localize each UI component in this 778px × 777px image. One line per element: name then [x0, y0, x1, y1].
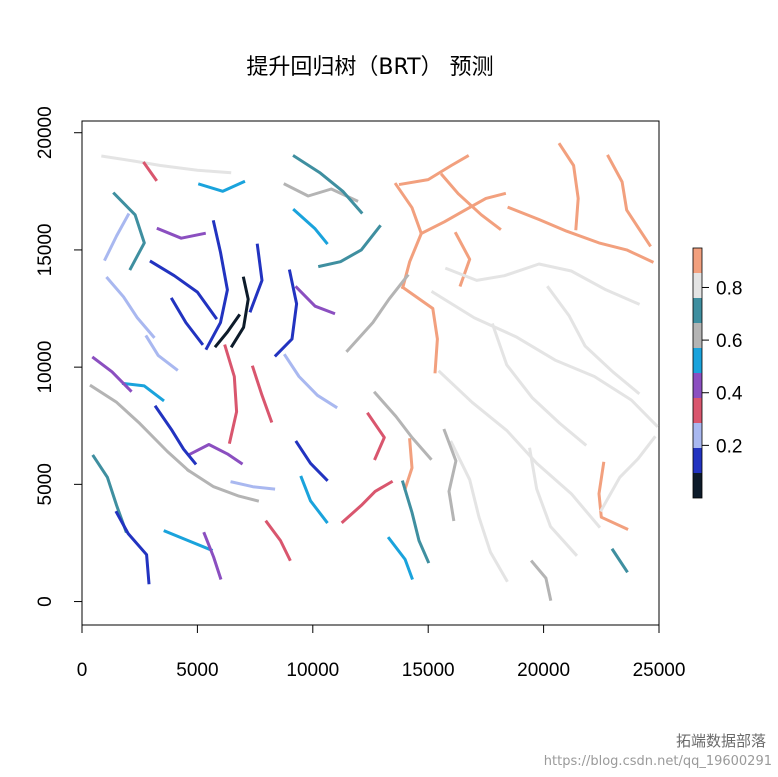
- x-tick-label: 20000: [517, 660, 570, 681]
- stream-segment: [490, 322, 588, 447]
- legend-tick-label: 0.2: [716, 436, 742, 457]
- stream-segment: [439, 172, 502, 231]
- legend-swatch: [693, 298, 702, 323]
- stream-segment: [557, 142, 580, 231]
- stream-segment: [188, 443, 244, 466]
- stream-segment: [114, 510, 151, 585]
- stream-segment: [386, 536, 414, 581]
- y-tick-label: 10000: [35, 341, 56, 394]
- stream-segment: [366, 411, 386, 461]
- stream-segment: [213, 313, 241, 349]
- stream-segment: [442, 428, 458, 522]
- y-axis: 0 5000 10000 15000 20000: [35, 106, 83, 607]
- stream-segment: [105, 275, 156, 339]
- x-tick-label: 10000: [286, 660, 339, 681]
- color-legend: 0.2 0.4 0.6 0.8: [692, 247, 743, 499]
- stream-segment: [345, 273, 410, 353]
- stream-segment: [294, 285, 336, 316]
- stream-segment: [444, 262, 641, 306]
- stream-segment: [273, 269, 299, 358]
- stream-segment: [529, 559, 553, 601]
- stream-segment: [250, 365, 274, 424]
- stream-segment: [156, 226, 207, 240]
- stream-segment: [372, 390, 433, 461]
- stream-segment: [144, 334, 179, 372]
- watermark-url: https://blog.csdn.net/qq_19600291: [543, 754, 772, 769]
- chart-title: 提升回归树（BRT） 预测: [246, 55, 493, 80]
- stream-segment: [400, 285, 439, 374]
- stream-segment: [299, 475, 329, 525]
- stream-segment: [204, 220, 229, 351]
- stream-segment: [91, 355, 133, 393]
- stream-segment: [283, 182, 359, 203]
- stream-segment: [437, 369, 602, 529]
- y-tick-label: 15000: [35, 224, 56, 277]
- stream-segment: [202, 531, 223, 580]
- stream-segment: [101, 154, 232, 175]
- stream-segment: [430, 290, 659, 428]
- legend-swatch: [693, 423, 702, 448]
- stream-network: [89, 142, 659, 601]
- stream-segment: [169, 297, 205, 346]
- stream-segment: [340, 479, 394, 525]
- stream-segment: [142, 161, 158, 182]
- stream-segment: [400, 480, 431, 564]
- legend-swatch: [693, 448, 702, 473]
- stream-segment: [507, 205, 655, 264]
- y-tick-label: 0: [35, 596, 56, 607]
- stream-segment: [599, 435, 657, 513]
- stream-segment: [264, 519, 292, 562]
- stream-segment: [419, 191, 507, 236]
- stream-segment: [230, 480, 276, 491]
- legend-swatch: [693, 348, 702, 373]
- legend-tick-label: 0.8: [716, 278, 742, 299]
- y-tick-label: 5000: [35, 463, 56, 505]
- stream-segment: [283, 353, 338, 410]
- stream-segment: [292, 154, 364, 215]
- legend-swatch: [693, 323, 702, 348]
- stream-segment: [597, 461, 629, 531]
- x-tick-label: 0: [77, 660, 88, 681]
- watermark-logo: 拓端数据部落: [675, 732, 766, 750]
- stream-segment: [121, 381, 165, 403]
- stream-segment: [294, 440, 329, 482]
- y-tick-label: 20000: [35, 106, 56, 159]
- stream-segment: [292, 207, 329, 246]
- x-tick-label: 5000: [176, 660, 218, 681]
- legend-swatch: [693, 248, 702, 273]
- stream-segment: [398, 154, 470, 187]
- stream-segment: [223, 344, 239, 444]
- stream-segment: [103, 212, 131, 262]
- legend-frame: [692, 247, 703, 499]
- stream-segment: [528, 447, 579, 557]
- x-tick-label: 15000: [402, 660, 455, 681]
- stream-segment: [112, 191, 146, 271]
- legend-swatch: [693, 398, 702, 423]
- stream-segment: [449, 440, 509, 583]
- x-axis: 0 5000 10000 15000 20000 25000: [77, 624, 686, 681]
- stream-segment: [317, 224, 382, 269]
- stream-segment: [89, 383, 191, 473]
- stream-segment: [163, 529, 214, 552]
- stream-segment: [546, 285, 641, 396]
- stream-segment: [153, 404, 198, 466]
- stream-segment: [186, 468, 260, 503]
- stream-segment: [248, 243, 264, 313]
- stream-segment: [229, 276, 250, 349]
- stream-segment: [610, 547, 629, 574]
- legend-swatch: [693, 373, 702, 398]
- stream-segment: [393, 182, 423, 290]
- stream-segment: [197, 179, 246, 193]
- legend-swatch: [693, 473, 702, 498]
- legend-tick-label: 0.6: [716, 331, 742, 352]
- stream-segment: [149, 259, 218, 320]
- legend-swatch: [693, 273, 702, 298]
- x-tick-label: 25000: [633, 660, 686, 681]
- stream-segment: [606, 154, 652, 248]
- legend-tick-label: 0.4: [716, 384, 743, 405]
- stream-segment: [403, 438, 414, 491]
